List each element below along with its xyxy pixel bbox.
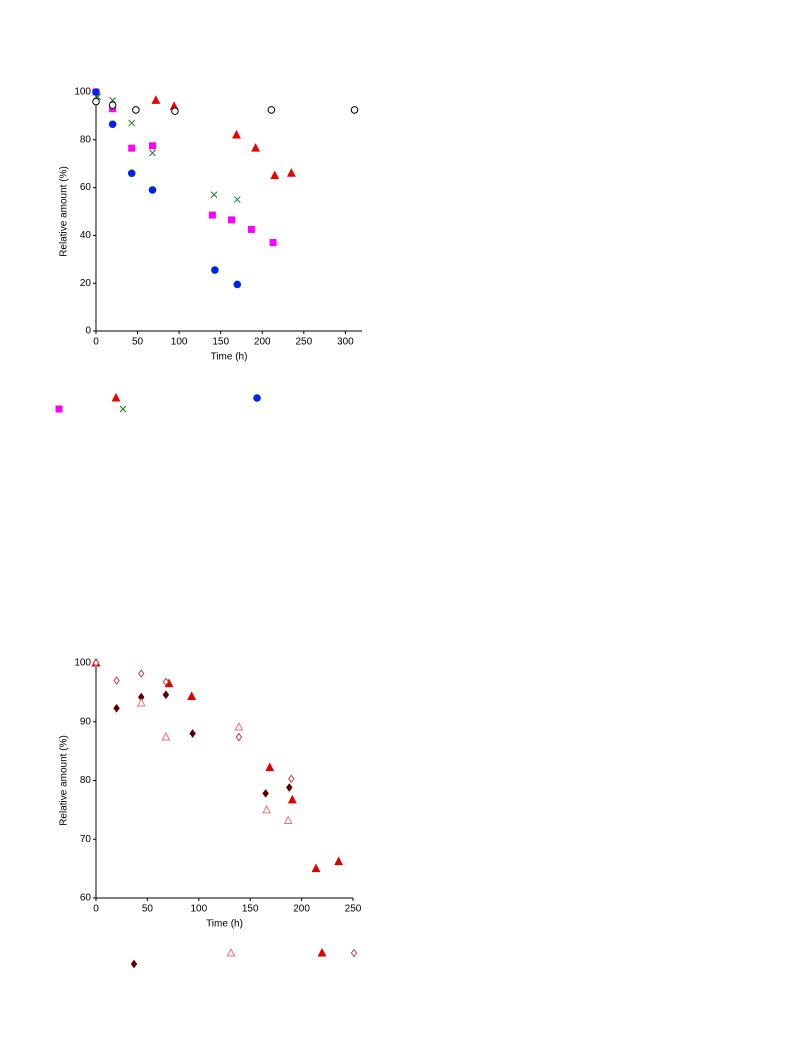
y-tick-label: 20 bbox=[80, 278, 92, 289]
x-tick-label: 200 bbox=[293, 904, 310, 915]
data-point bbox=[350, 106, 359, 114]
data-point bbox=[132, 106, 140, 114]
y-tick-label: 80 bbox=[80, 134, 92, 145]
data-point bbox=[247, 225, 255, 233]
data-point bbox=[108, 101, 117, 109]
data-point bbox=[286, 168, 296, 177]
x-tick-label: 50 bbox=[142, 904, 154, 915]
data-point bbox=[311, 863, 321, 873]
legend-marker bbox=[111, 392, 121, 402]
data-point bbox=[234, 721, 244, 731]
data-point bbox=[235, 732, 243, 742]
data-point bbox=[161, 731, 171, 741]
data-point bbox=[265, 762, 275, 772]
x-tick-label: 0 bbox=[93, 337, 99, 348]
x-tick-label: 0 bbox=[93, 904, 99, 915]
data-point bbox=[113, 703, 120, 713]
data-point bbox=[262, 804, 272, 814]
data-point bbox=[92, 97, 100, 106]
data-point bbox=[162, 690, 170, 700]
data-point bbox=[113, 676, 120, 685]
x-tick-label: 150 bbox=[242, 904, 259, 915]
legend-marker bbox=[119, 405, 127, 413]
data-point bbox=[138, 669, 145, 678]
x-axis-label: Time (h) bbox=[206, 919, 243, 930]
legend-marker bbox=[350, 948, 358, 958]
data-point bbox=[286, 783, 293, 792]
data-point bbox=[162, 677, 170, 687]
x-tick-label: 250 bbox=[295, 337, 312, 348]
data-point bbox=[283, 815, 293, 824]
data-point bbox=[149, 149, 156, 157]
y-tick-label: 100 bbox=[74, 87, 91, 98]
y-tick-label: 80 bbox=[80, 775, 92, 786]
x-tick-label: 300 bbox=[337, 337, 354, 348]
data-point bbox=[128, 144, 136, 152]
y-tick-label: 60 bbox=[80, 893, 92, 904]
data-point bbox=[151, 95, 161, 104]
data-point bbox=[108, 120, 117, 129]
data-point bbox=[136, 697, 146, 707]
data-point bbox=[251, 143, 261, 152]
data-point bbox=[233, 196, 241, 203]
legend-marker bbox=[226, 947, 236, 957]
data-point bbox=[232, 129, 241, 139]
data-point bbox=[92, 658, 100, 668]
x-tick-label: 50 bbox=[132, 337, 144, 348]
y-tick-label: 70 bbox=[80, 834, 92, 845]
data-point bbox=[211, 266, 219, 274]
legend-marker bbox=[55, 405, 63, 413]
data-point bbox=[334, 856, 344, 866]
y-tick-label: 100 bbox=[74, 658, 91, 669]
data-point bbox=[148, 186, 157, 194]
data-point bbox=[149, 142, 157, 150]
data-point bbox=[189, 729, 196, 738]
data-point bbox=[267, 106, 276, 114]
y-axis-label: Relative amount (%) bbox=[59, 166, 70, 257]
data-point bbox=[128, 119, 136, 127]
data-point bbox=[233, 280, 242, 289]
y-tick-label: 40 bbox=[80, 230, 92, 241]
legend-marker bbox=[253, 394, 261, 402]
data-point bbox=[269, 239, 277, 247]
data-point bbox=[92, 88, 100, 96]
data-point bbox=[208, 211, 216, 219]
x-tick-label: 100 bbox=[190, 904, 207, 915]
data-point bbox=[288, 774, 295, 784]
y-tick-label: 90 bbox=[80, 716, 92, 727]
legend-marker bbox=[317, 947, 327, 957]
data-point bbox=[127, 169, 136, 178]
legend-marker bbox=[130, 959, 138, 969]
data-point bbox=[270, 170, 280, 180]
x-tick-label: 100 bbox=[171, 337, 188, 348]
data-point bbox=[187, 691, 197, 700]
x-tick-label: 250 bbox=[345, 904, 362, 915]
data-point bbox=[210, 191, 218, 199]
y-tick-label: 0 bbox=[85, 326, 91, 337]
data-point bbox=[262, 789, 269, 798]
data-point bbox=[171, 107, 179, 115]
data-point bbox=[287, 794, 297, 804]
x-tick-label: 200 bbox=[254, 337, 271, 348]
y-tick-label: 60 bbox=[80, 182, 92, 193]
x-axis-label: Time (h) bbox=[211, 352, 248, 363]
y-axis-label: Relative amount (%) bbox=[59, 735, 70, 826]
data-point bbox=[227, 216, 235, 224]
x-tick-label: 150 bbox=[212, 337, 229, 348]
